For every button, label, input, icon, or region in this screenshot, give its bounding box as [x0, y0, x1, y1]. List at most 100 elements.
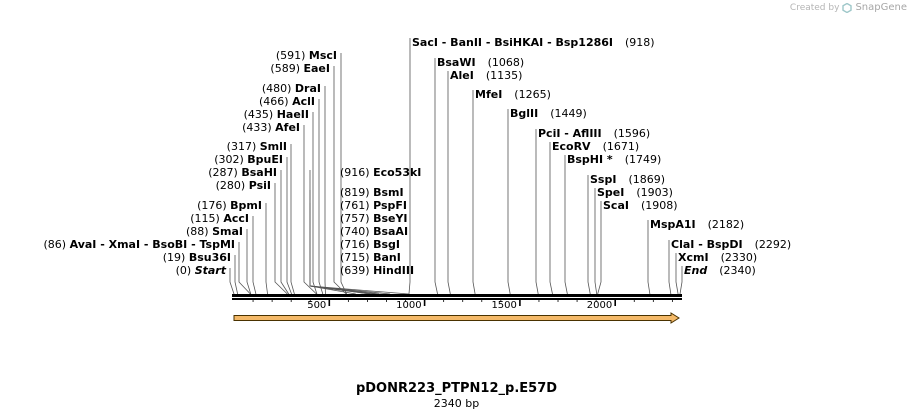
- site-enzymes: Bsu36I: [189, 251, 231, 264]
- site-position: (916): [340, 166, 373, 179]
- site-position: (1265): [514, 88, 551, 101]
- site-position: (740): [340, 225, 373, 238]
- site-label: End (2340): [684, 264, 756, 277]
- sequence-ruler: 500 1000 1500 2000: [252, 300, 673, 311]
- site-position: (466): [259, 95, 292, 108]
- site-leader-line: [675, 253, 679, 295]
- tick-label: 2000: [587, 300, 612, 311]
- site-label: (433) AfeI: [242, 121, 300, 134]
- site-label: SacI - BanII - BsiHKAI - Bsp1286I (918): [412, 36, 655, 49]
- site-leader-line: [246, 229, 252, 295]
- site-enzymes: AleI: [450, 69, 474, 82]
- site-enzymes: AclI: [292, 95, 315, 108]
- site-enzymes: BanI: [373, 251, 401, 264]
- site-label: (19) Bsu36I: [163, 251, 231, 264]
- site-enzymes: BglII: [510, 107, 538, 120]
- tick-label: 1500: [491, 300, 516, 311]
- site-enzymes: PciI - AflIII: [538, 127, 602, 140]
- site-enzymes: BspHI *: [567, 153, 613, 166]
- site-enzymes: MfeI: [475, 88, 502, 101]
- site-leader-line: [447, 71, 451, 295]
- site-label: (435) HaeII: [244, 108, 309, 121]
- backbone-top: [232, 294, 682, 297]
- site-leader-line: [647, 220, 651, 295]
- site-leader-line: [594, 188, 598, 295]
- site-enzymes: HaeII: [277, 108, 309, 121]
- site-enzymes: SpeI: [597, 186, 624, 199]
- site-leader-line: [507, 109, 511, 295]
- site-enzymes: BpuEI: [247, 153, 283, 166]
- site-position: (819): [340, 186, 373, 199]
- site-leader-line: [434, 58, 438, 295]
- site-position: (2182): [708, 218, 745, 231]
- site-position: (1671): [603, 140, 640, 153]
- map-length: 2340 bp: [433, 397, 480, 410]
- site-enzymes: PspFI: [373, 199, 407, 212]
- site-enzymes: BsmI: [373, 186, 404, 199]
- site-label: (302) BpuEI: [214, 153, 283, 166]
- site-leader-line: [587, 175, 591, 295]
- site-label: (86) AvaI - XmaI - BsoBI - TspMI: [44, 238, 236, 251]
- site-position: (435): [244, 108, 277, 121]
- site-label: BspHI * (1749): [567, 153, 661, 166]
- site-enzymes: BsaWI: [437, 56, 476, 69]
- site-leader-line: [290, 144, 295, 295]
- site-leader-lines: [229, 38, 683, 295]
- site-position: (757): [340, 212, 373, 225]
- site-enzymes: BseYI: [373, 212, 407, 225]
- site-enzymes: SacI - BanII - BsiHKAI - Bsp1286I: [412, 36, 613, 49]
- site-leader-line: [252, 216, 257, 295]
- site-leader-line: [564, 155, 568, 295]
- site-position: (639): [340, 264, 373, 277]
- site-position: (317): [227, 140, 260, 153]
- site-label: (317) SmlI: [227, 140, 287, 153]
- site-position: (86): [44, 238, 70, 251]
- site-label: MfeI (1265): [475, 88, 551, 101]
- site-position: (1908): [641, 199, 678, 212]
- site-label: (0) Start: [176, 264, 227, 277]
- site-position: (1449): [550, 107, 587, 120]
- site-leader-line: [265, 203, 268, 295]
- site-position: (2330): [721, 251, 758, 264]
- site-label: (639) HindIII: [340, 264, 414, 277]
- site-label: (280) PsiI: [216, 179, 271, 192]
- site-leader-line: [309, 268, 356, 295]
- credit-prefix: Created by: [789, 2, 840, 13]
- site-enzymes: MscI: [309, 49, 337, 62]
- site-label: AleI (1135): [450, 69, 522, 82]
- site-leader-line: [668, 240, 672, 295]
- site-position: (433): [242, 121, 275, 134]
- site-label: ScaI (1908): [603, 199, 678, 212]
- site-enzymes: Start: [195, 264, 227, 277]
- tick-label: 1000: [396, 300, 421, 311]
- feature-arrow: [233, 312, 680, 324]
- site-label: XcmI (2330): [678, 251, 757, 264]
- site-enzymes: SspI: [590, 173, 616, 186]
- site-enzymes: EaeI: [304, 62, 331, 75]
- site-leader-line: [280, 170, 290, 295]
- site-position: (1869): [628, 173, 665, 186]
- site-position: (19): [163, 251, 189, 264]
- site-position: (2340): [719, 264, 756, 277]
- site-position: (176): [197, 199, 230, 212]
- site-position: (918): [625, 36, 655, 49]
- site-position: (1135): [486, 69, 523, 82]
- site-position: (591): [276, 49, 309, 62]
- site-label: (591) MscI: [276, 49, 337, 62]
- site-enzymes: BsgI: [373, 238, 400, 251]
- site-label: (916) Eco53kI: [340, 166, 421, 179]
- site-leader-line: [234, 255, 239, 295]
- site-label: SspI (1869): [590, 173, 665, 186]
- site-position: (1596): [614, 127, 651, 140]
- site-leader-line: [535, 129, 539, 295]
- site-label: EcoRV (1671): [552, 140, 639, 153]
- site-enzymes: End: [684, 264, 707, 277]
- snapgene-credit: Created by SnapGene: [790, 2, 907, 13]
- site-enzymes: ClaI - BspDI: [671, 238, 743, 251]
- site-enzymes: AccI: [223, 212, 249, 225]
- site-label: BglII (1449): [510, 107, 587, 120]
- site-enzymes: BsaAI: [373, 225, 408, 238]
- site-label: ClaI - BspDI (2292): [671, 238, 791, 251]
- site-enzymes: BpmI: [230, 199, 262, 212]
